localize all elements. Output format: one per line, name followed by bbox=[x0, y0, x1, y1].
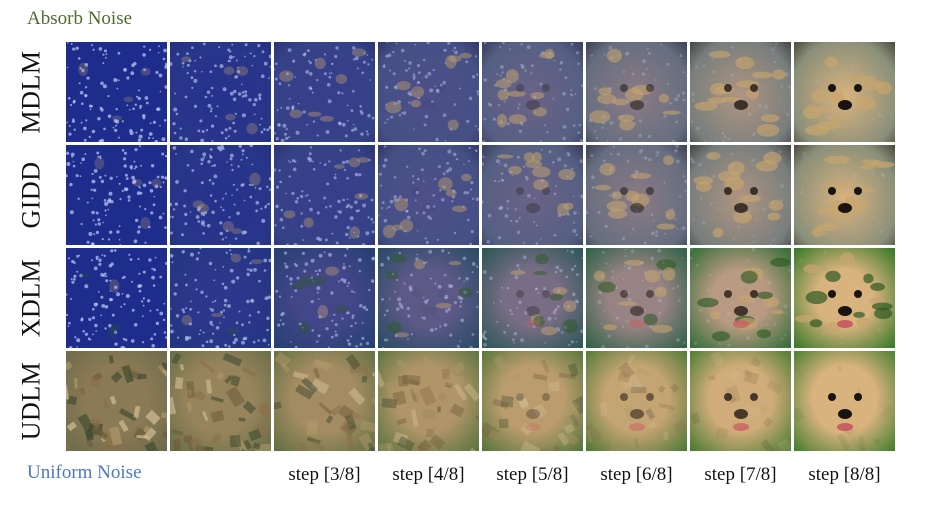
step-label-8: step [8/8] bbox=[808, 464, 881, 485]
sample-image-gidd-step-2 bbox=[170, 145, 271, 245]
sample-image-udlm-step-3 bbox=[274, 351, 375, 451]
sample-image-mdlm-step-4 bbox=[378, 42, 479, 142]
row-label-text: GIDD bbox=[16, 161, 45, 229]
sample-image-mdlm-step-5 bbox=[482, 42, 583, 142]
sample-image-udlm-step-7 bbox=[690, 351, 791, 451]
step-label-4: step [4/8] bbox=[392, 464, 465, 485]
sample-grid bbox=[66, 42, 896, 456]
sample-image-mdlm-step-6 bbox=[586, 42, 687, 142]
row-label-text: XDLM bbox=[16, 258, 45, 338]
row-label-gidd: GIDD bbox=[0, 145, 62, 245]
step-label-3: step [3/8] bbox=[288, 464, 361, 485]
row-label-udlm: UDLM bbox=[0, 351, 62, 451]
sample-image-mdlm-step-8 bbox=[794, 42, 895, 142]
sample-image-xdlm-step-3 bbox=[274, 248, 375, 348]
step-label-5: step [5/8] bbox=[496, 464, 569, 485]
row-label-text: MDLM bbox=[16, 50, 45, 134]
sample-image-udlm-step-5 bbox=[482, 351, 583, 451]
sample-image-xdlm-step-5 bbox=[482, 248, 583, 348]
sample-image-udlm-step-2 bbox=[170, 351, 271, 451]
sample-image-udlm-step-4 bbox=[378, 351, 479, 451]
sample-image-xdlm-step-4 bbox=[378, 248, 479, 348]
sample-image-udlm-step-6 bbox=[586, 351, 687, 451]
absorb-noise-label: Absorb Noise bbox=[27, 8, 133, 29]
sample-image-xdlm-step-8 bbox=[794, 248, 895, 348]
sample-image-gidd-step-1 bbox=[66, 145, 167, 245]
sample-image-xdlm-step-7 bbox=[690, 248, 791, 348]
sample-image-gidd-step-5 bbox=[482, 145, 583, 245]
sample-image-gidd-step-7 bbox=[690, 145, 791, 245]
sample-image-udlm-step-8 bbox=[794, 351, 895, 451]
step-label-7: step [7/8] bbox=[704, 464, 777, 485]
step-label-6: step [6/8] bbox=[600, 464, 673, 485]
sample-image-xdlm-step-6 bbox=[586, 248, 687, 348]
sample-image-mdlm-step-2 bbox=[170, 42, 271, 142]
sample-image-gidd-step-3 bbox=[274, 145, 375, 245]
row-label-xdlm: XDLM bbox=[0, 248, 62, 348]
uniform-noise-label: Uniform Noise bbox=[27, 462, 142, 483]
sample-image-gidd-step-6 bbox=[586, 145, 687, 245]
row-label-mdlm: MDLM bbox=[0, 42, 62, 142]
sample-image-gidd-step-4 bbox=[378, 145, 479, 245]
sample-image-gidd-step-8 bbox=[794, 145, 895, 245]
sample-image-mdlm-step-3 bbox=[274, 42, 375, 142]
sample-image-mdlm-step-1 bbox=[66, 42, 167, 142]
sample-image-xdlm-step-2 bbox=[170, 248, 271, 348]
sample-image-mdlm-step-7 bbox=[690, 42, 791, 142]
sample-image-xdlm-step-1 bbox=[66, 248, 167, 348]
sample-image-udlm-step-1 bbox=[66, 351, 167, 451]
row-label-text: UDLM bbox=[16, 361, 45, 441]
